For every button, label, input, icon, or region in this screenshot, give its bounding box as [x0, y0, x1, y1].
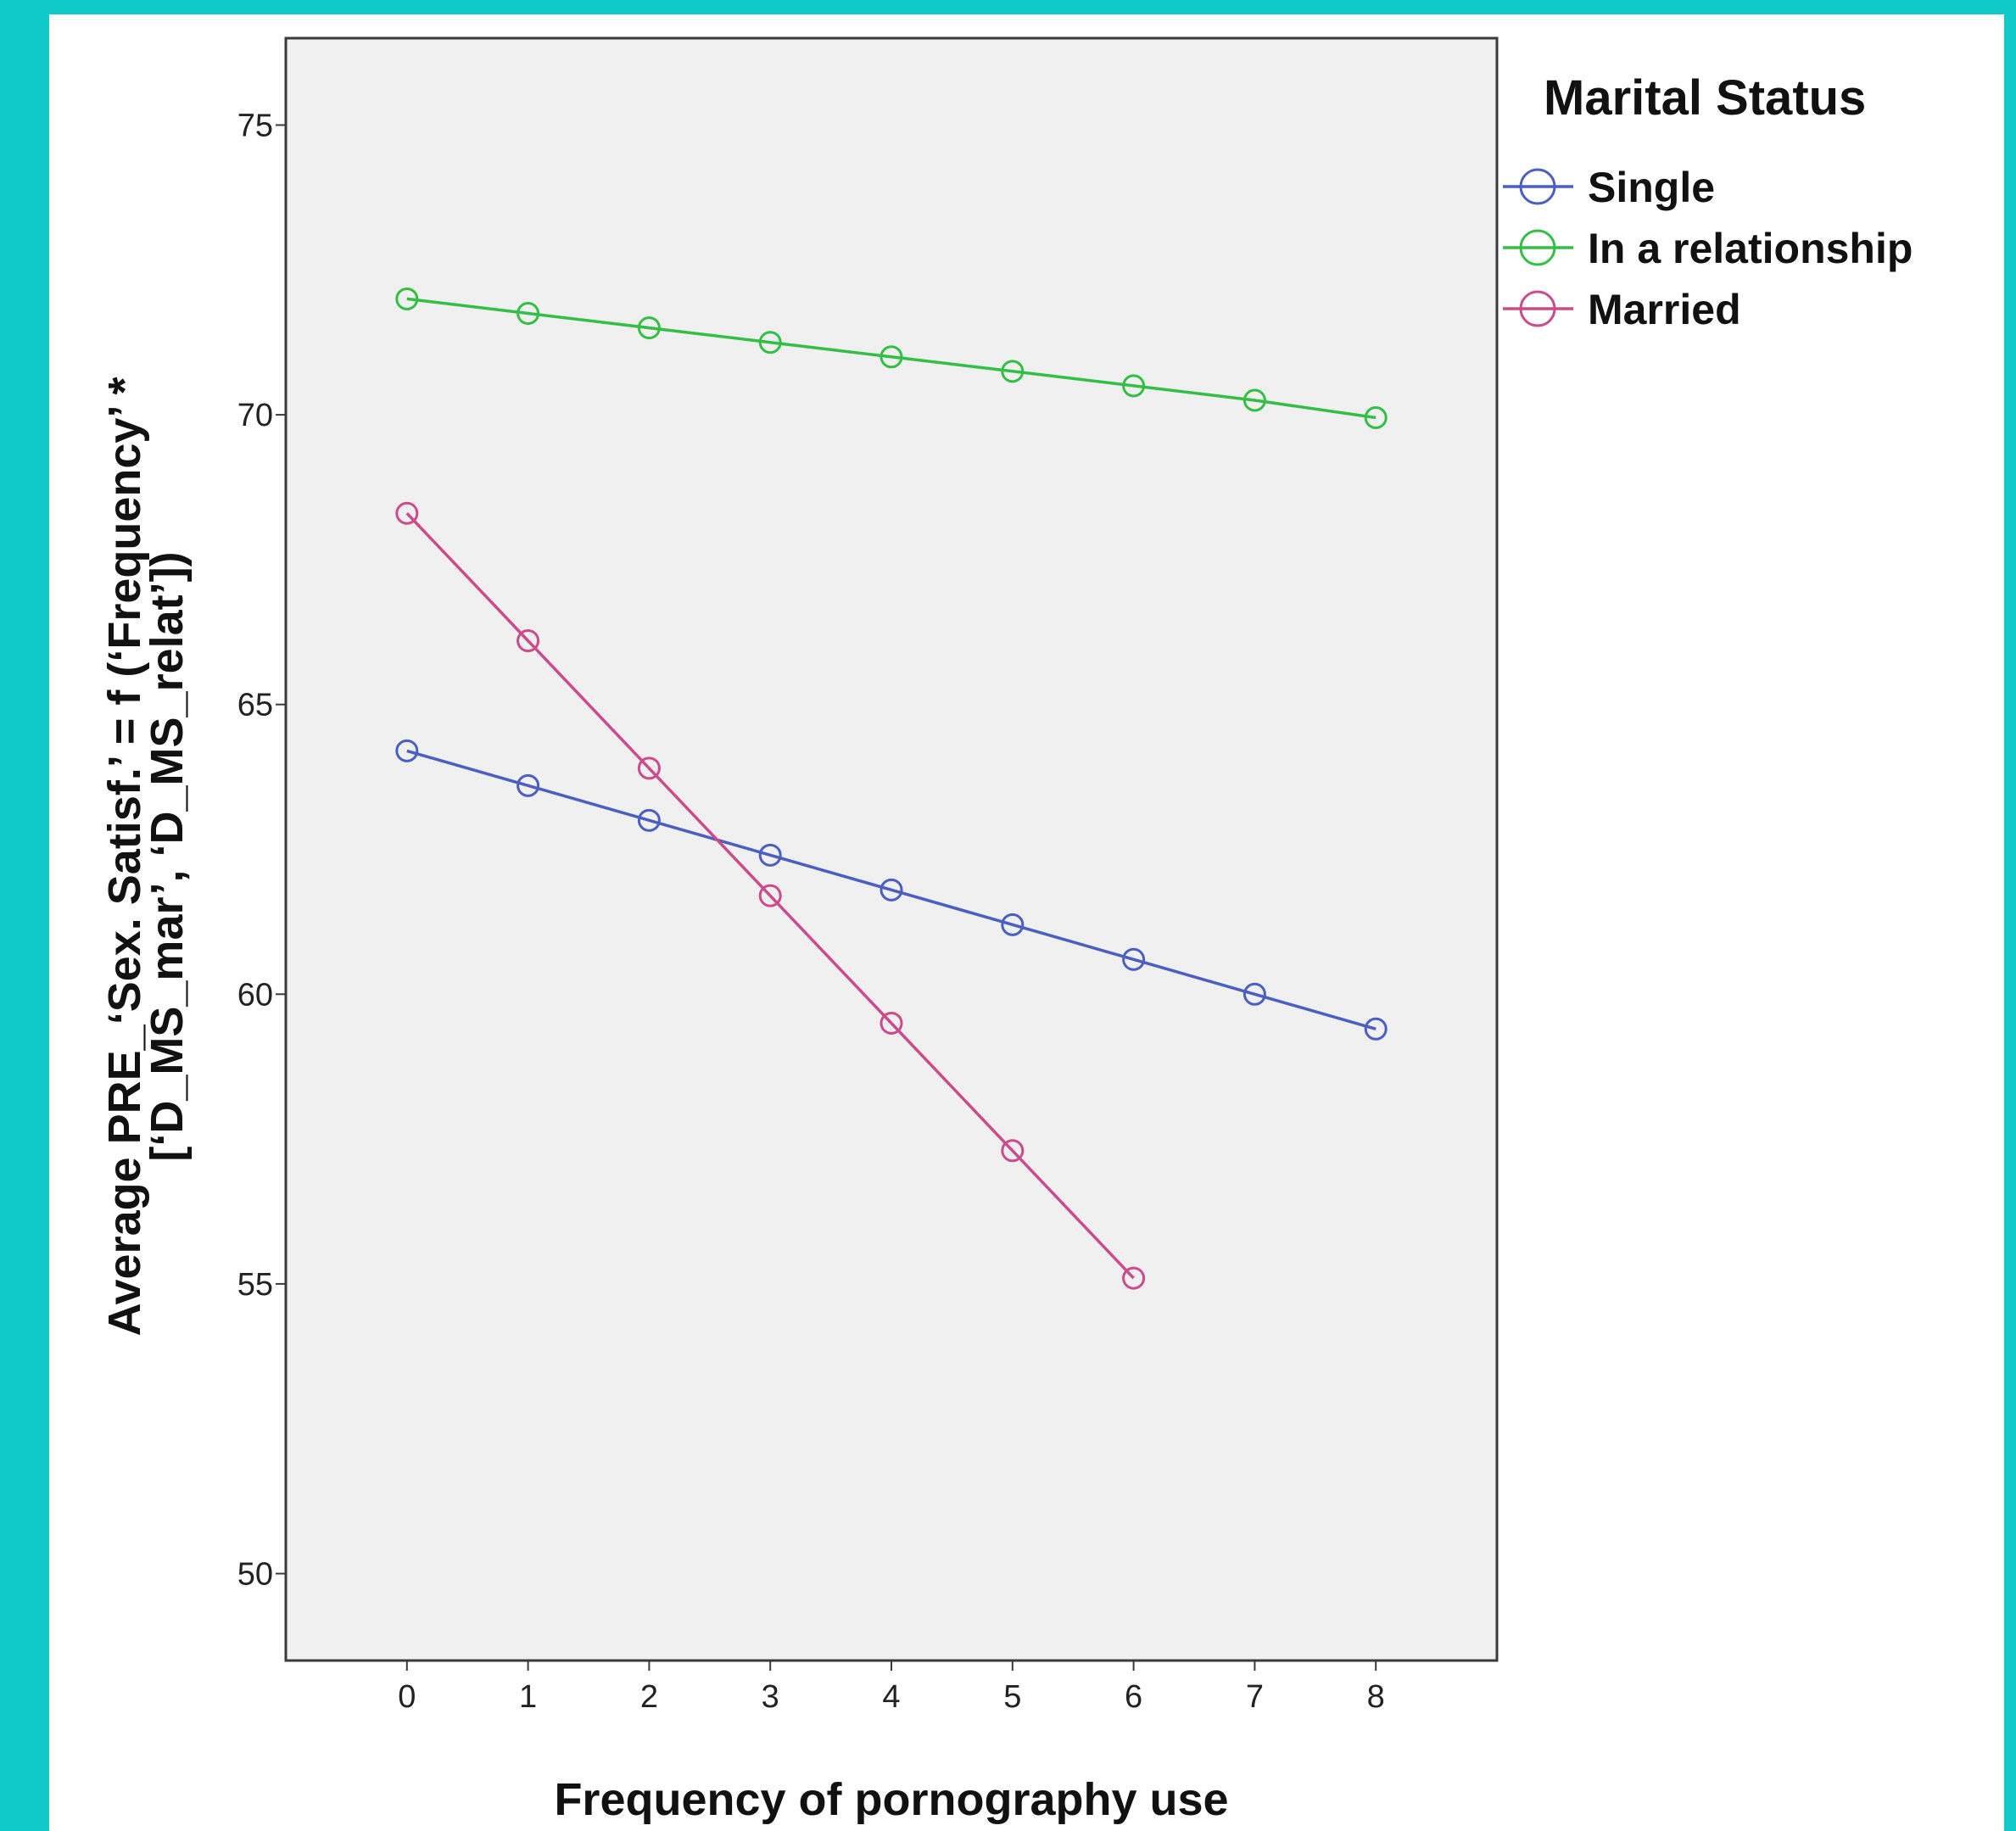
legend-label: Single: [1588, 164, 1715, 211]
y-tick-label: 65: [237, 688, 273, 723]
x-axis-title: Frequency of pornography use: [554, 1774, 1228, 1825]
data-point-single: [1364, 1017, 1388, 1041]
y-tick-label: 75: [237, 108, 273, 143]
data-point-in-a-relationship: [637, 316, 661, 340]
data-point-in-a-relationship: [758, 331, 782, 354]
series-line-single: [406, 749, 1377, 1030]
legend: Marital Status Single In a relationship Ma…: [1503, 70, 1913, 333]
y-axis-title-line2: [‘D_MS_mar’, ‘D_MS_relat’]): [142, 551, 193, 1161]
x-tick-label: 7: [1246, 1679, 1264, 1715]
series-line-in-a-relationship: [406, 297, 1377, 420]
data-point-in-a-relationship: [395, 287, 419, 310]
y-axis-title: Average PRE_‘Sex. Satisf.’ = f (‘Frequen…: [99, 377, 193, 1337]
y-tick-label: 55: [237, 1267, 273, 1303]
legend-item-in-a-relationship: In a relationship: [1503, 225, 1913, 272]
plot-area: [284, 36, 1499, 1662]
x-axis: 0 1 2 3 4 5 6 7 8: [398, 1661, 1385, 1715]
data-point-in-a-relationship: [1243, 388, 1266, 412]
data-point-married: [880, 1011, 903, 1035]
legend-item-married: Married: [1503, 286, 1741, 333]
data-point-single: [758, 843, 782, 867]
data-point-in-a-relationship: [880, 345, 903, 369]
legend-swatch-marker: [1519, 168, 1556, 205]
x-tick-label: 1: [519, 1679, 537, 1715]
data-point-single: [637, 808, 661, 832]
data-point-single: [1001, 913, 1025, 936]
legend-swatch-marker: [1519, 229, 1556, 266]
data-point-in-a-relationship: [1122, 374, 1146, 398]
data-point-single: [395, 739, 419, 762]
y-tick-label: 60: [237, 977, 273, 1013]
x-tick-label: 5: [1003, 1679, 1021, 1715]
data-point-married: [637, 756, 661, 780]
data-point-in-a-relationship: [1001, 360, 1025, 383]
y-axis-title-line1: Average PRE_‘Sex. Satisf.’ = f (‘Frequen…: [99, 377, 150, 1337]
legend-label: In a relationship: [1588, 225, 1913, 272]
data-point-single: [517, 773, 540, 797]
x-tick-label: 8: [1367, 1679, 1385, 1715]
data-point-married: [758, 884, 782, 907]
data-point-single: [1122, 947, 1146, 971]
legend-label: Married: [1588, 286, 1741, 333]
series-layer: [395, 287, 1388, 1290]
data-point-married: [1001, 1139, 1025, 1163]
data-point-married: [517, 629, 540, 653]
x-tick-label: 2: [640, 1679, 658, 1715]
y-tick-label: 50: [237, 1557, 273, 1593]
x-tick-label: 6: [1125, 1679, 1142, 1715]
data-point-single: [880, 878, 903, 902]
data-point-in-a-relationship: [517, 302, 540, 326]
x-tick-label: 4: [882, 1679, 900, 1715]
data-point-in-a-relationship: [1364, 406, 1388, 430]
series-line-married: [405, 511, 1135, 1280]
x-tick-label: 0: [398, 1679, 416, 1715]
y-axis: 50 55 60 65 70 75: [237, 108, 286, 1593]
legend-title: Marital Status: [1544, 70, 1866, 126]
legend-item-single: Single: [1503, 164, 1715, 211]
data-point-single: [1243, 982, 1266, 1006]
legend-swatch-marker: [1519, 290, 1556, 327]
x-tick-label: 3: [762, 1679, 779, 1715]
data-point-married: [1122, 1266, 1146, 1290]
data-point-married: [395, 501, 419, 525]
y-tick-label: 70: [237, 398, 273, 433]
